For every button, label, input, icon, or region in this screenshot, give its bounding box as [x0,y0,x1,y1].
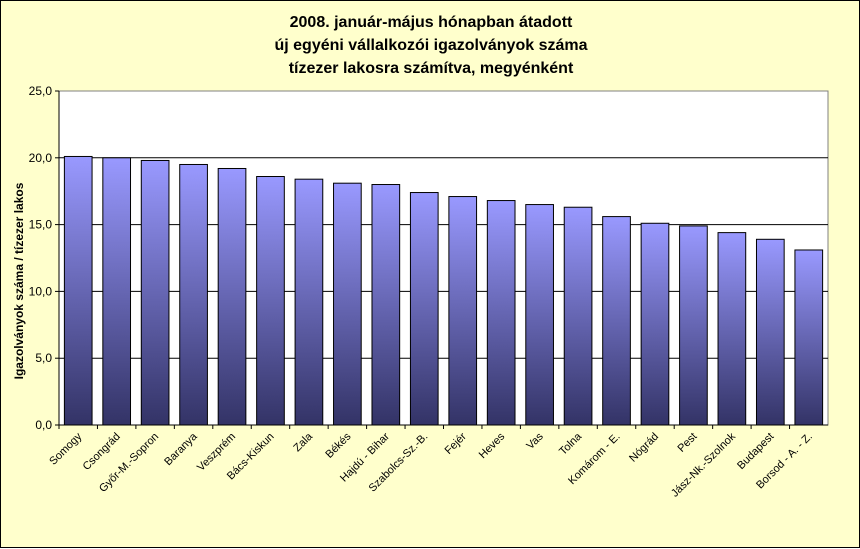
chart-title-line-3: tízezer lakosra számítva, megyénként [289,60,574,77]
bar [448,196,478,426]
chart-title-line-2: új egyéni vállalkozói igazolványok száma [274,37,587,54]
bar [102,157,132,426]
bar [794,249,824,426]
x-tick-label: Békés [323,430,353,460]
y-tick-label: 20,0 [29,151,53,165]
x-tick-label: Zala [291,430,315,454]
bar [525,204,554,426]
x-tick-label: Vas [524,430,546,452]
bar [755,238,785,426]
bar [409,192,439,426]
x-tick-label: Heves [477,430,508,461]
plot-area [58,90,829,426]
bar [486,200,516,426]
bar [371,184,401,426]
y-tick-label: 25,0 [29,84,53,98]
bar [679,225,708,426]
bar [294,178,324,426]
bar [563,206,593,426]
bar [717,232,747,426]
bars [63,155,824,426]
chart-title-line-1: 2008. január-május hónapban átadott [290,14,573,31]
bar [179,163,208,426]
y-tick-label: 15,0 [29,218,53,232]
x-tick-label: Jász-Nk.-Szolnok [669,430,738,499]
bar [63,155,93,426]
x-tick-label: Somogy [47,430,84,467]
bar [256,176,285,426]
x-tick-label: Nógrád [627,431,661,465]
bar [602,216,631,426]
y-tick-label: 0,0 [35,418,52,432]
y-tick-label: 10,0 [29,284,53,298]
bar [640,222,670,426]
y-tick-label: 5,0 [35,351,52,365]
y-axis-label: Igazolványok száma / tízezer lakos [12,182,26,379]
bar [333,182,362,426]
x-tick-label: Tolna [557,430,585,458]
x-tick-label: Fejér [443,430,469,456]
bar [217,167,247,426]
x-tick-label: Pest [675,431,699,455]
x-tick-label: Baranya [162,430,200,468]
bar [140,159,170,426]
